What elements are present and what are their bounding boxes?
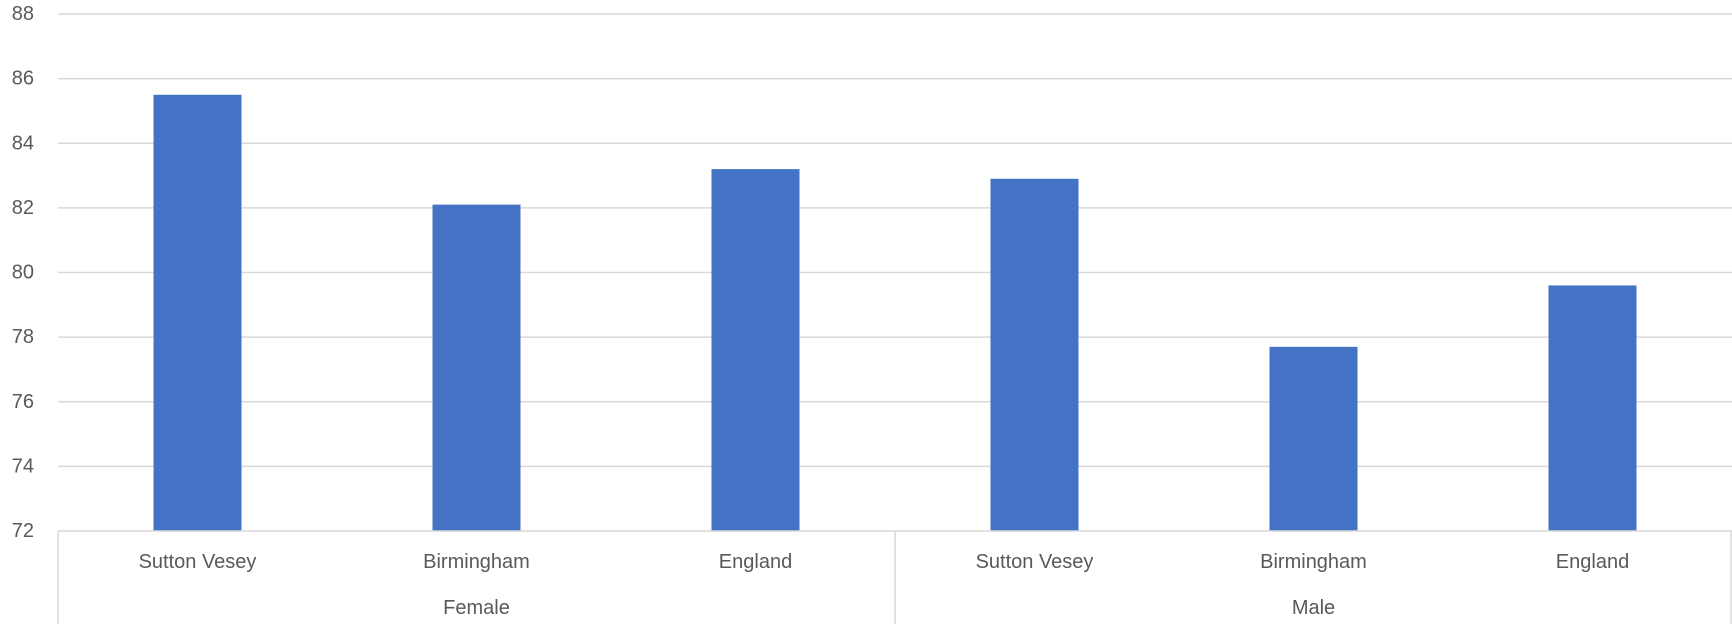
bar-birmingham-male: [1269, 346, 1358, 531]
x-category-label: Birmingham: [1260, 551, 1367, 573]
x-axis-category-labels: Sutton Vesey Birmingham England Sutton Vese…: [139, 551, 1630, 619]
y-tick-label: 74: [12, 455, 34, 477]
x-axis: [57, 530, 1732, 624]
y-tick-label: 82: [12, 197, 34, 219]
y-tick-label: 72: [12, 520, 34, 542]
x-category-label: Sutton Vesey: [139, 551, 257, 573]
y-axis-tick-labels: 72 74 76 78 80 82 84 86 88: [12, 3, 34, 542]
bar-england-male: [1548, 285, 1637, 531]
y-tick-label: 84: [12, 132, 34, 154]
x-category-label: England: [1556, 551, 1629, 573]
x-category-label: Sutton Vesey: [976, 551, 1094, 573]
x-group-label: Male: [1292, 597, 1335, 619]
x-group-label: Female: [443, 597, 510, 619]
y-tick-label: 76: [12, 391, 34, 413]
bar-sutton-vesey-female: [153, 94, 242, 531]
bar-birmingham-female: [432, 204, 521, 532]
y-tick-label: 78: [12, 326, 34, 348]
x-category-label: Birmingham: [423, 551, 530, 573]
bar-england-female: [711, 169, 800, 531]
x-category-label: England: [719, 551, 792, 573]
y-tick-label: 86: [12, 68, 34, 90]
y-tick-label: 80: [12, 262, 34, 284]
bar-sutton-vesey-male: [990, 178, 1079, 531]
y-tick-label: 88: [12, 3, 34, 25]
gridlines: [58, 13, 1732, 468]
bars: [153, 94, 1637, 532]
